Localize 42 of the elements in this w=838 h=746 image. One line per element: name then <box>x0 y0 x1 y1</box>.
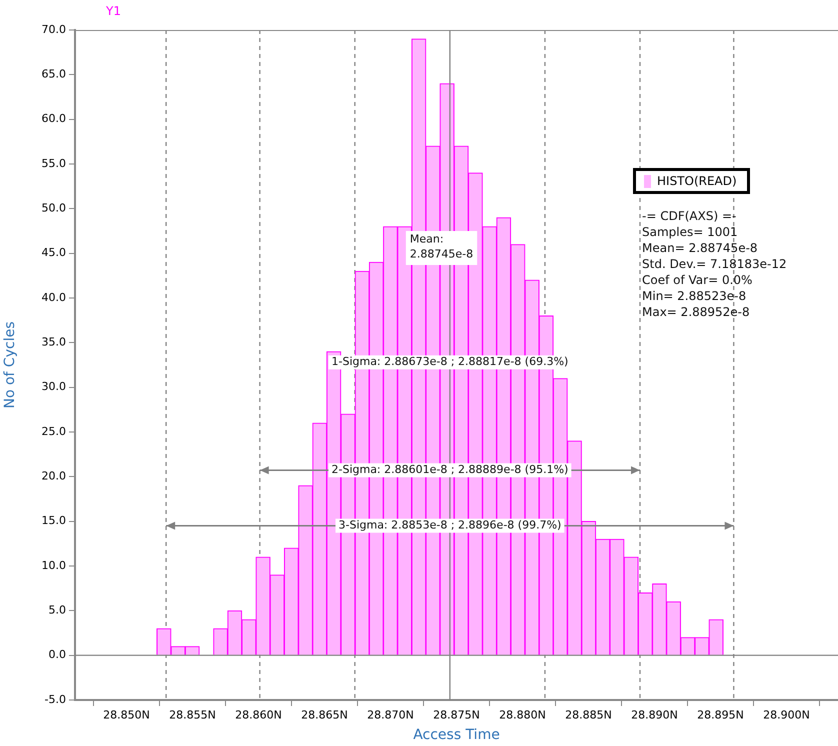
x-tick-label: 28.880N <box>499 708 546 722</box>
annotation: 2-Sigma: 2.88601e-8 ; 2.88889e-8 (95.1%) <box>331 463 568 476</box>
annotation: Mean= 2.88745e-8 <box>642 240 759 256</box>
x-tick-label: 28.890N <box>631 708 678 722</box>
annotation: Min= 2.88523e-8 <box>642 288 748 304</box>
y-tick-label: 10.0 <box>42 558 66 572</box>
text: Y1 <box>106 4 121 18</box>
y-tick-label: 15.0 <box>42 514 66 528</box>
annotation: 3-Sigma: 2.8853e-8 ; 2.8896e-8 (99.7%) <box>338 518 562 532</box>
annotation: Mean: 2.88745e-8 <box>410 232 474 260</box>
annotation: Max= 2.88952e-8 <box>642 304 751 320</box>
y-tick-label: 25.0 <box>42 424 66 438</box>
y-tick-label: 60.0 <box>42 112 66 126</box>
y-axis-title: No of Cycles <box>2 322 18 408</box>
x-tick-label: 28.850N <box>103 708 150 722</box>
y-tick-label: 45.0 <box>42 246 66 260</box>
y-tick-label: 30.0 <box>42 380 66 394</box>
y-tick-label: 70.0 <box>42 22 66 36</box>
y-tick-label: 55.0 <box>42 156 66 170</box>
annotation: -= CDF(AXS) =- <box>642 208 738 224</box>
y-tick-label: 35.0 <box>42 336 66 349</box>
y-tick-label: 65.0 <box>42 68 66 81</box>
annotation: Coef of Var= 0.0% <box>642 272 754 288</box>
y-tick-label: 40.0 <box>42 290 66 304</box>
annotation: Samples= 1001 <box>642 224 739 240</box>
annotation: 1-Sigma: 2.88673e-8 ; 2.88817e-8 (69.3%) <box>331 355 568 368</box>
y-tick-label: 20.0 <box>42 470 66 483</box>
x-axis-title: Access Time <box>413 727 500 744</box>
y-tick-label: 50.0 <box>42 202 66 215</box>
x-tick-label: 28.875N <box>433 708 480 722</box>
x-tick-label: 28.885N <box>565 708 612 722</box>
x-tick-label: 28.865N <box>301 708 348 722</box>
y-tick-label: -5.0 <box>44 692 66 706</box>
x-tick-label: 28.870N <box>367 708 414 722</box>
y-tick-label: 5.0 <box>48 604 66 617</box>
y-tick-label: 0.0 <box>48 648 66 662</box>
x-tick-label: 28.855N <box>169 708 216 722</box>
x-tick-label: 28.900N <box>763 708 810 722</box>
legend-label: HISTO(READ) <box>657 174 737 188</box>
x-tick-label: 28.860N <box>235 708 282 722</box>
annotation: Std. Dev.= 7.18183e-12 <box>642 256 787 272</box>
x-tick-label: 28.895N <box>697 708 744 722</box>
